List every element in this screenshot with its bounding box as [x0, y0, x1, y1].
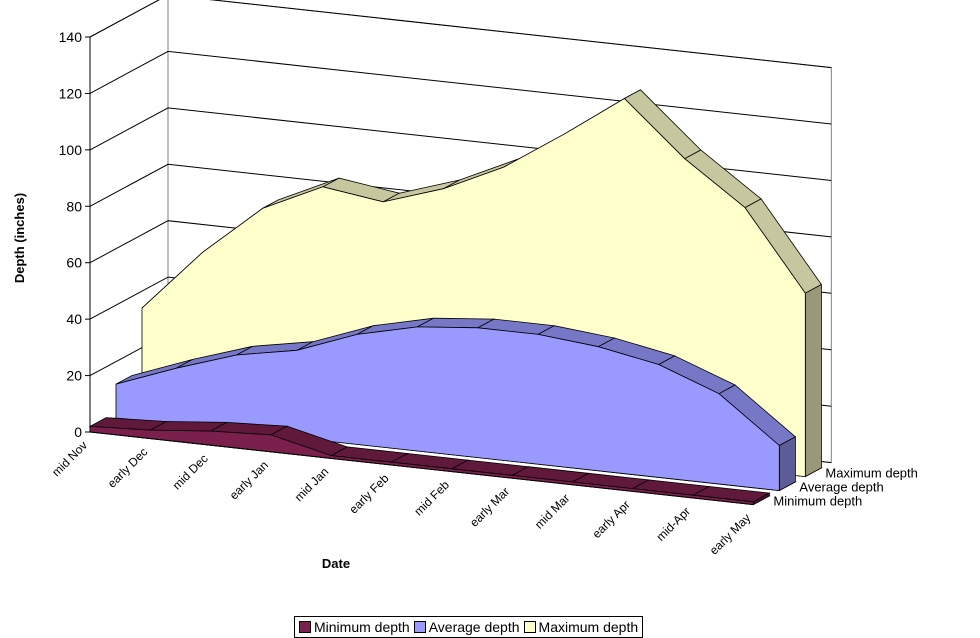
- legend-item-avg: Average depth: [413, 619, 520, 635]
- y-tick-label: 20: [66, 368, 82, 384]
- x-tick-label: mid Dec: [170, 451, 211, 492]
- legend-swatch-avg: [413, 621, 426, 633]
- legend-label-avg: Average depth: [428, 619, 520, 635]
- legend-label-min: Minimum depth: [314, 619, 410, 635]
- x-tick-label: early Apr: [589, 498, 632, 541]
- legend-swatch-max: [523, 621, 536, 633]
- series-layer: [88, 89, 823, 506]
- x-tick-label: mid Nov: [49, 438, 90, 479]
- y-tick-label: 80: [66, 198, 82, 214]
- x-tick-label: early Dec: [105, 445, 151, 491]
- axes: [85, 36, 754, 506]
- gridline: [89, 0, 832, 69]
- area-end-cap: [778, 436, 796, 492]
- x-tick-label: early Jan: [227, 458, 271, 502]
- area-front-face: [89, 425, 754, 506]
- legend-item-min: Minimum depth: [299, 619, 410, 635]
- legend-swatch-min: [299, 621, 311, 633]
- series-1: [114, 317, 797, 492]
- y-tick-label: 0: [74, 424, 82, 440]
- y-tick-label: 60: [66, 255, 82, 271]
- gridline: [89, 50, 832, 125]
- x-tick-label: early May: [707, 511, 754, 558]
- y-tick-label: 120: [59, 85, 83, 101]
- series-0: [88, 417, 771, 506]
- y-tick-label: 140: [59, 29, 83, 45]
- x-tick-label: early Feb: [346, 471, 392, 517]
- x-tick-label: early Mar: [467, 484, 512, 529]
- x-tick-label: mid Feb: [411, 478, 452, 519]
- z-tick-label: Minimum depth: [773, 493, 862, 508]
- x-axis-line: [89, 431, 754, 506]
- area-end-cap: [804, 283, 822, 478]
- legend-label-max: Maximum depth: [538, 619, 639, 635]
- z-tick-label: Maximum depth: [825, 465, 917, 480]
- y-tick-label: 100: [59, 142, 83, 158]
- y-axis-title: Depth (inches): [12, 193, 27, 283]
- x-tick-label: mid Jan: [292, 465, 332, 505]
- z-tick-label: Average depth: [799, 479, 883, 494]
- legend: Minimum depth Average depth Maximum dept…: [294, 616, 644, 638]
- x-axis-title: Date: [322, 556, 350, 571]
- x-tick-label: mid-Apr: [654, 504, 694, 544]
- area-front-face: [115, 326, 780, 492]
- y-tick-label: 40: [66, 311, 82, 327]
- x-tick-label: mid Mar: [532, 491, 573, 532]
- legend-item-max: Maximum depth: [523, 619, 639, 635]
